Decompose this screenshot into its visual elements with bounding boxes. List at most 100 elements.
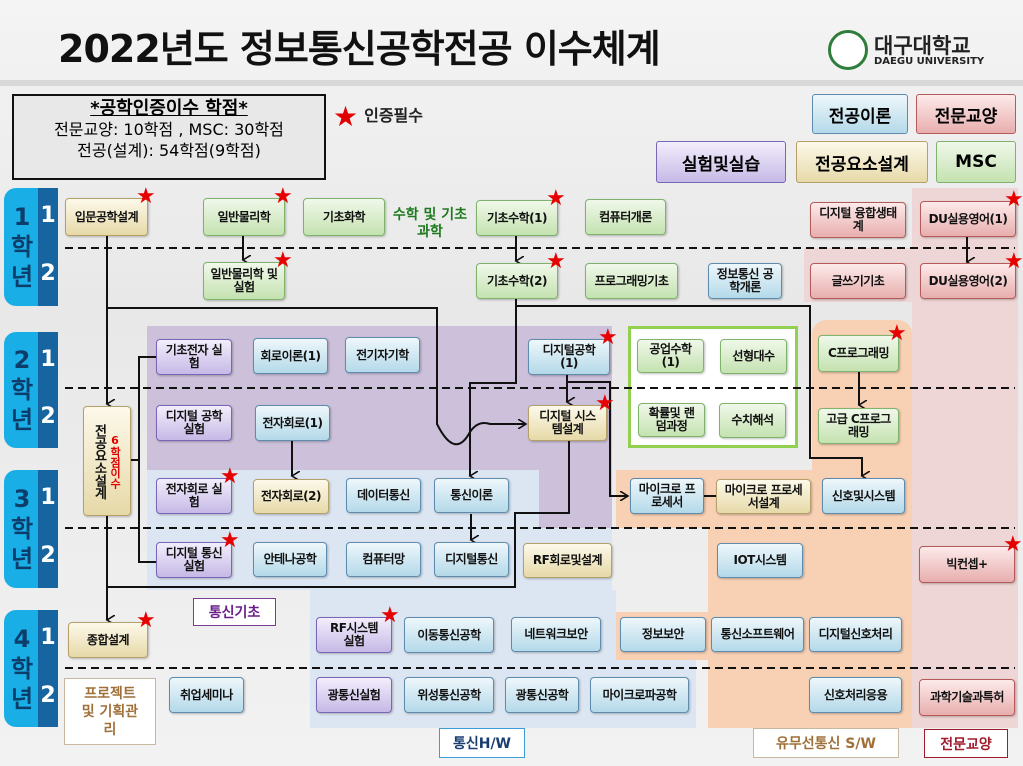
course-major[interactable]: 이동통신공학 — [404, 617, 494, 653]
course-major[interactable]: 취업세미나 — [169, 677, 244, 713]
course-lab[interactable]: 디지털 통신실험 — [156, 542, 232, 578]
course-label: 고급 C프로그래밍 — [826, 412, 891, 439]
semester-1: 1 — [40, 203, 56, 229]
course-liberal[interactable]: 디지털 융합생태계 — [810, 202, 906, 238]
course-msc[interactable]: 기초화학 — [303, 198, 385, 236]
course-major[interactable]: 마이크로파공학 — [590, 677, 689, 713]
course-design[interactable]: 종합설계 — [68, 622, 148, 658]
course-lab[interactable]: 전자회로 실험 — [156, 478, 232, 514]
course-label: 과학기술과특허 — [930, 690, 1004, 704]
course-label: 디지털신호처리 — [818, 627, 893, 641]
course-design[interactable]: 전자회로(2) — [253, 479, 329, 514]
legend-lab: 실험및실습 — [656, 141, 786, 183]
course-major[interactable]: 데이터통신 — [346, 478, 421, 513]
red-star-icon: ★ — [333, 100, 359, 133]
course-label: 선형대수 — [732, 349, 775, 363]
course-label: 일반물리학 및 실험 — [210, 267, 278, 294]
semester-2: 2 — [40, 261, 56, 287]
course-label: 글쓰기기초 — [831, 273, 885, 288]
course-label: RF회로및설계 — [532, 553, 603, 567]
course-msc[interactable]: 컴퓨터개론 — [585, 199, 666, 235]
course-liberal[interactable]: 글쓰기기초 — [810, 263, 906, 299]
course-msc[interactable]: 일반물리학 및 실험 — [203, 262, 285, 300]
course-major[interactable]: 전기자기학 — [345, 337, 420, 373]
course-msc[interactable]: 고급 C프로그래밍 — [818, 408, 899, 444]
course-major[interactable]: 신호처리응용 — [809, 677, 902, 713]
course-major[interactable]: 광통신공학 — [505, 677, 579, 713]
course-major[interactable]: 위성통신공학 — [404, 677, 494, 713]
course-label: 디지털 공학실험 — [165, 409, 223, 436]
course-label: 기초화학 — [322, 209, 366, 224]
semester-2: 2 — [40, 682, 56, 708]
course-major[interactable]: 디지털신호처리 — [809, 617, 902, 652]
course-msc[interactable]: 기초수학(1) — [476, 200, 558, 236]
course-msc[interactable]: 확률및 랜덤과정 — [638, 403, 705, 437]
course-msc[interactable]: 프로그래밍기초 — [585, 263, 678, 299]
required-label: 인증필수 — [364, 106, 423, 125]
logo-english: DAEGU UNIVERSITY — [874, 56, 985, 67]
logo-korean: 대구대학교 — [874, 34, 971, 58]
course-label: C프로그래밍 — [827, 346, 890, 360]
course-major[interactable]: 신호및시스템 — [822, 478, 905, 514]
course-liberal[interactable]: 빅컨셉+ — [919, 546, 1015, 583]
course-msc[interactable]: 공업수학(1) — [637, 339, 704, 373]
course-lab[interactable]: 기초전자 실험 — [156, 339, 232, 375]
semester-2: 2 — [40, 403, 56, 429]
course-major[interactable]: 통신소프트웨어 — [711, 617, 804, 652]
year-word-1: 학 — [10, 233, 34, 261]
course-msc[interactable]: 기초수학(2) — [476, 263, 558, 299]
course-major[interactable]: 마이크로 프로세서 — [630, 478, 704, 514]
course-lab[interactable]: 디지털 공학실험 — [156, 405, 232, 441]
course-label: 디지털공학(1) — [542, 343, 596, 370]
legend-msc: MSC — [936, 141, 1016, 183]
year-digit: 2 — [13, 346, 31, 374]
course-label: 디지털 융합생태계 — [819, 206, 897, 233]
course-major[interactable]: 디지털통신 — [434, 542, 509, 577]
course-label: 안테나공학 — [263, 552, 317, 566]
course-design[interactable]: RF회로및설계 — [523, 543, 612, 578]
course-major[interactable]: 통신이론 — [434, 478, 509, 513]
course-label: DU실용영어(2) — [928, 273, 1008, 288]
course-major[interactable]: 정보통신 공학개론 — [708, 263, 782, 299]
course-major[interactable]: 디지털공학(1) — [528, 339, 610, 375]
semester-2: 2 — [40, 543, 56, 569]
year-word-2: 년 — [10, 263, 34, 291]
course-major[interactable]: 안테나공학 — [253, 542, 327, 577]
course-liberal[interactable]: 과학기술과특허 — [919, 679, 1015, 716]
course-label: 통신소프트웨어 — [720, 627, 795, 641]
course-liberal[interactable]: DU실용영어(2) — [920, 263, 1016, 299]
course-design[interactable]: 입문공학설계 — [65, 198, 148, 236]
credit-line-2: 전공(설계): 54학점(9학점) — [77, 141, 261, 160]
course-major[interactable]: 전자회로(1) — [255, 405, 330, 441]
course-msc[interactable]: 선형대수 — [720, 339, 787, 374]
course-lab[interactable]: 광통신실험 — [316, 677, 392, 713]
course-major[interactable]: 컴퓨터망 — [346, 542, 421, 577]
course-msc[interactable]: 일반물리학 — [203, 198, 285, 236]
course-design[interactable]: 마이크로 프로세서설계 — [716, 479, 811, 514]
course-major[interactable]: 네트워크보안 — [511, 617, 601, 652]
course-lab[interactable]: RF시스템 실험 — [316, 617, 392, 653]
course-liberal[interactable]: DU실용영어(1) — [920, 201, 1016, 237]
course-design[interactable]: 디지털 시스템설계 — [528, 405, 607, 441]
course-label: 취업세미나 — [180, 687, 233, 702]
course-label: 전자회로(2) — [261, 489, 321, 503]
course-msc[interactable]: 수치해석 — [719, 403, 786, 438]
design-elective-label: 전공요소설계 — [91, 423, 107, 499]
project-management-label: 프로젝트 및 기획관리 — [64, 678, 156, 745]
year-word-1: 학 — [10, 515, 34, 543]
course-major[interactable]: 정보보안 — [620, 617, 706, 652]
course-label: 마이크로파공학 — [602, 687, 677, 702]
course-major-design-elective[interactable]: 전공요소설계 6학점이수 — [83, 406, 131, 516]
course-msc[interactable]: C프로그래밍 — [818, 335, 899, 372]
course-major[interactable]: IOT시스템 — [717, 543, 803, 578]
course-label: 위성통신공학 — [417, 687, 481, 702]
design-elective-note: 6학점이수 — [108, 433, 122, 489]
course-major[interactable]: 회로이론(1) — [253, 338, 328, 374]
